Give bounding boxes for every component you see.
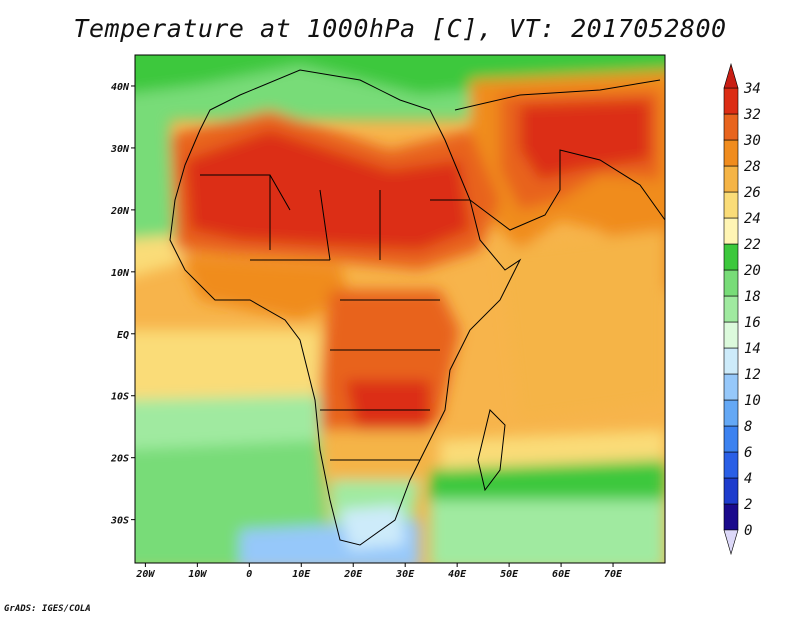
lat-tick-label: 20N bbox=[110, 206, 130, 217]
lat-tick-label: 10S bbox=[111, 392, 129, 403]
colorbar-label: 20 bbox=[744, 263, 761, 279]
colorbar-label: 14 bbox=[744, 341, 761, 357]
colorbar-swatch bbox=[723, 191, 739, 219]
colorbar-swatch bbox=[723, 425, 739, 453]
colorbar-swatch bbox=[723, 269, 739, 297]
colorbar-label: 28 bbox=[744, 159, 761, 175]
colorbar-label: 22 bbox=[744, 237, 761, 253]
lon-tick-label: 70E bbox=[604, 569, 623, 580]
colorbar-swatch bbox=[723, 451, 739, 479]
africa-coastline bbox=[169, 69, 522, 546]
colorbar-label: 18 bbox=[744, 289, 761, 305]
lon-tick-label: 10W bbox=[188, 569, 207, 580]
lon-tick-label: 40E bbox=[448, 569, 467, 580]
lon-tick-label: 60E bbox=[552, 569, 571, 580]
colorbar-label: 2 bbox=[744, 497, 752, 513]
grads-credit: GrADS: IGES/COLA bbox=[4, 604, 91, 614]
coastlines bbox=[169, 69, 665, 546]
colorbar-label: 34 bbox=[743, 81, 761, 97]
colorbar-label: 6 bbox=[744, 445, 752, 461]
lon-tick-label: 0 bbox=[246, 569, 252, 580]
colorbar-label: 24 bbox=[744, 211, 761, 227]
colorbar-swatch bbox=[723, 399, 739, 427]
lat-tick-label: 20S bbox=[110, 454, 129, 465]
colorbar-label: 16 bbox=[744, 315, 761, 331]
lon-tick-label: 20E bbox=[343, 569, 363, 580]
lon-tick-label: 30E bbox=[395, 569, 415, 580]
colorbar-swatch bbox=[723, 477, 739, 505]
colorbar-swatch bbox=[723, 373, 739, 401]
colorbar-swatch bbox=[723, 217, 739, 245]
lat-tick-label: 30S bbox=[110, 516, 129, 527]
colorbar-swatch bbox=[723, 165, 739, 193]
colorbar-label: 32 bbox=[743, 107, 761, 123]
colorbar-label: 8 bbox=[744, 419, 752, 435]
lat-tick-label: 10N bbox=[111, 268, 130, 279]
lat-tick-label: EQ bbox=[117, 330, 129, 341]
lon-tick-label: 10E bbox=[292, 569, 311, 580]
colorbar-label: 0 bbox=[744, 523, 752, 539]
map-frame bbox=[134, 54, 666, 564]
colorbar-swatch bbox=[723, 347, 739, 375]
colorbar-swatch bbox=[723, 243, 739, 271]
lat-tick-label: 40N bbox=[111, 82, 130, 93]
colorbar-label: 30 bbox=[743, 133, 761, 149]
colorbar-swatch bbox=[723, 503, 739, 531]
temperature-contours bbox=[135, 55, 665, 563]
lat-tick-label: 30N bbox=[110, 144, 130, 155]
colorbar-label: 26 bbox=[744, 185, 761, 201]
plot-title: Temperature at 1000hPa [C], VT: 20170528… bbox=[73, 14, 727, 43]
lon-tick-label: 20W bbox=[135, 569, 155, 580]
colorbar-swatch bbox=[723, 113, 739, 141]
colorbar-swatch bbox=[723, 295, 739, 323]
colorbar-swatch bbox=[723, 321, 739, 349]
madagascar-coastline bbox=[477, 409, 506, 492]
lon-tick-label: 50E bbox=[500, 569, 519, 580]
colorbar-over-arrow bbox=[723, 62, 739, 89]
colorbar-swatch bbox=[723, 87, 739, 115]
longitude-axis: 20W 10W 0 10E 20E 30E 40E 50E 60E 70E bbox=[135, 563, 623, 580]
latitude-axis: 40N 30N 20N 10N EQ 10S 20S 30S bbox=[110, 82, 135, 527]
temperature-field bbox=[135, 55, 665, 563]
colorbar-label: 4 bbox=[744, 471, 752, 487]
country-borders bbox=[200, 174, 470, 461]
colorbar-swatch bbox=[723, 139, 739, 167]
colorbar-label: 12 bbox=[744, 367, 761, 383]
colorbar-under-arrow bbox=[723, 529, 739, 556]
arabian-coastline bbox=[454, 79, 665, 231]
colorbar-label: 10 bbox=[744, 393, 761, 409]
